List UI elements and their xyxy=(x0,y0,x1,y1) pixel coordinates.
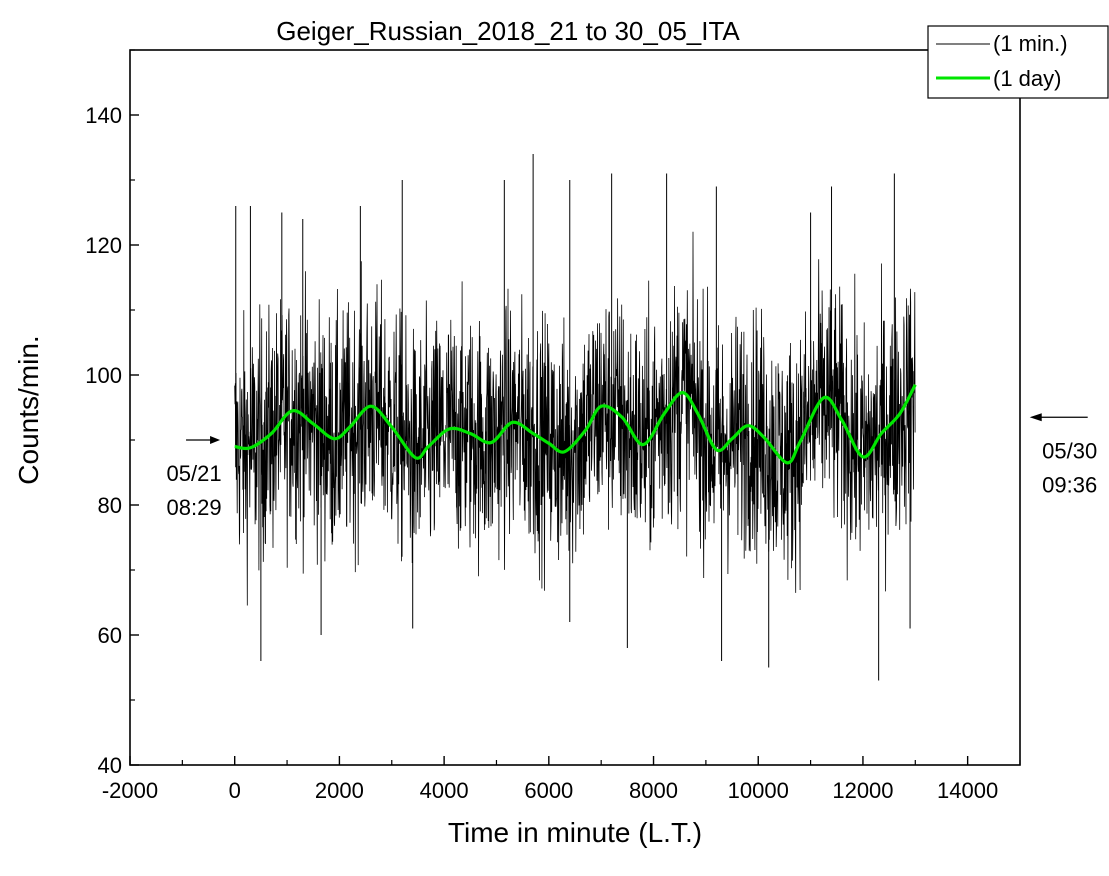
legend-label-1min: (1 min.) xyxy=(993,31,1068,56)
plot-frame xyxy=(129,49,1021,766)
series-1day-line xyxy=(234,384,917,465)
chart-title: Geiger_Russian_2018_21 to 30_05_ITA xyxy=(276,16,740,46)
x-tick-label: 0 xyxy=(229,778,241,803)
x-axis: -2000 0 2000 4000 6000 8000 10000 12000 14000 xyxy=(102,756,1021,803)
x-tick-label: -2000 xyxy=(102,778,158,803)
x-tick-label: 14000 xyxy=(937,778,998,803)
annotation-end: 05/30 09:36 xyxy=(1029,413,1097,497)
y-axis: 40 60 80 100 120 140 xyxy=(85,49,139,778)
legend-box xyxy=(927,25,1109,99)
arrowhead-icon xyxy=(210,436,221,444)
x-tick-label: 12000 xyxy=(832,778,893,803)
y-axis-label: Counts/min. xyxy=(13,335,44,484)
y-tick-label: 40 xyxy=(98,753,122,778)
series-1min xyxy=(234,154,916,681)
y-tick-label: 120 xyxy=(85,233,122,258)
legend-label-1day: (1 day) xyxy=(993,66,1061,91)
series-1min-line xyxy=(234,231,916,606)
annotations: 05/21 08:29 05/30 09:36 xyxy=(167,413,1097,520)
x-axis-label: Time in minute (L.T.) xyxy=(448,817,702,848)
x-tick-label: 2000 xyxy=(315,778,364,803)
x-tick-label: 10000 xyxy=(728,778,789,803)
legend: (1 min.) (1 day) xyxy=(927,25,1109,99)
x-tick-label: 6000 xyxy=(524,778,573,803)
y-tick-label: 140 xyxy=(85,103,122,128)
annotation-text: 08:29 xyxy=(167,495,222,520)
y-tick-label: 60 xyxy=(98,623,122,648)
annotation-text: 05/30 xyxy=(1042,438,1097,463)
y-tick-label: 80 xyxy=(98,493,122,518)
series-1day xyxy=(234,384,917,465)
x-tick-label: 8000 xyxy=(629,778,678,803)
arrowhead-icon xyxy=(1029,413,1042,422)
annotation-start: 05/21 08:29 xyxy=(167,436,222,520)
x-tick-label: 4000 xyxy=(420,778,469,803)
annotation-text: 05/21 xyxy=(167,461,222,486)
annotation-text: 09:36 xyxy=(1042,472,1097,497)
y-tick-label: 100 xyxy=(85,363,122,388)
